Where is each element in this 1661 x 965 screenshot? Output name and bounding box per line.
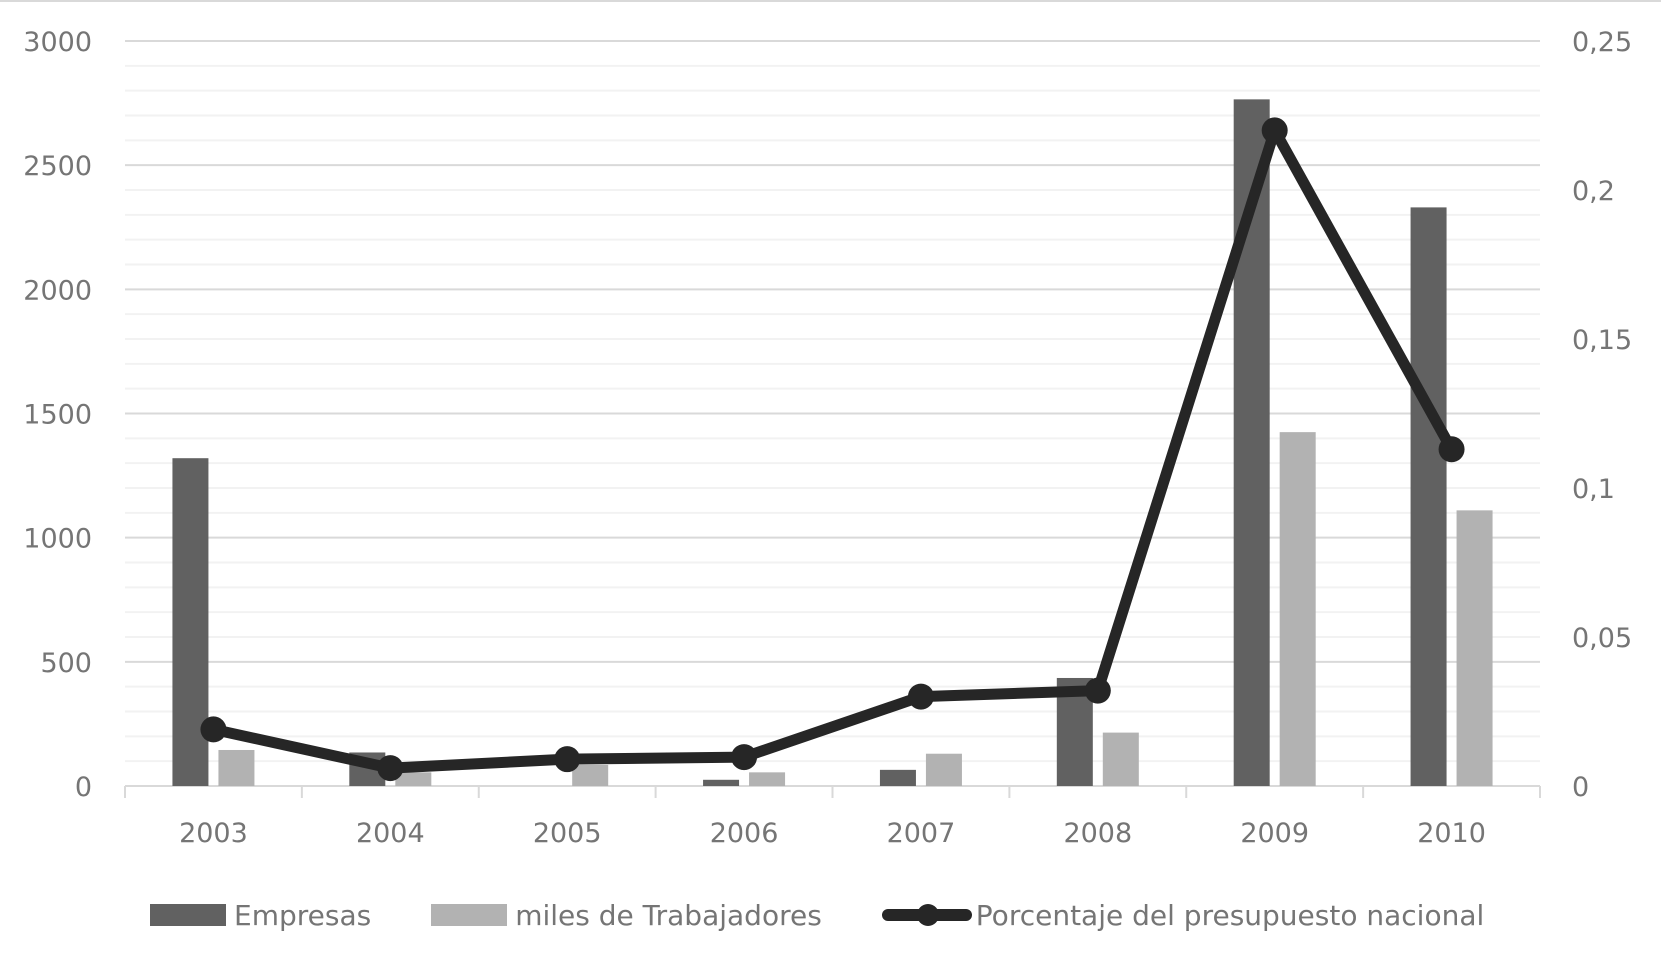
right-axis-tick: 0 — [1572, 772, 1589, 803]
left-axis-tick: 2000 — [23, 275, 92, 306]
line-marker-icon — [1438, 436, 1465, 463]
bar-trabajadores — [572, 764, 609, 786]
right-axis-tick: 0,2 — [1572, 176, 1615, 207]
legend-item-empresas: Empresas — [150, 899, 371, 932]
left-axis-tick: 2500 — [23, 151, 92, 182]
left-axis-tick: 500 — [40, 648, 92, 679]
line-marker-icon — [907, 683, 934, 710]
bar-trabajadores — [218, 749, 255, 786]
x-axis-label: 2006 — [710, 818, 779, 849]
line-marker-icon — [1084, 677, 1111, 704]
legend-label: Empresas — [234, 898, 372, 932]
line-marker-icon — [1261, 117, 1288, 144]
line-marker-icon — [731, 744, 758, 771]
line-marker-icon — [377, 755, 404, 782]
left-axis-tick: 1000 — [23, 524, 92, 555]
x-axis-label: 2010 — [1417, 818, 1486, 849]
legend-item-trabajadores: miles de Trabajadores — [431, 899, 822, 932]
x-axis-label: 2008 — [1063, 818, 1132, 849]
right-axis-tick: 0,1 — [1572, 474, 1615, 505]
x-axis-label: 2003 — [179, 818, 248, 849]
chart-legend: Empresas miles de Trabajadores Porcentaj… — [150, 895, 1544, 935]
line-marker-swatch-icon — [881, 904, 972, 926]
trabajadores-swatch-icon — [431, 904, 508, 926]
x-axis-label: 2004 — [356, 818, 425, 849]
bar-trabajadores — [1102, 732, 1139, 786]
legend-item-porcentaje: Porcentaje del presupuesto nacional — [881, 898, 1485, 932]
line-marker-icon — [554, 746, 581, 773]
bar-trabajadores — [749, 772, 786, 786]
x-axis-label: 2005 — [533, 818, 602, 849]
legend-label: Porcentaje del presupuesto nacional — [975, 898, 1485, 932]
legend-label: miles de Trabajadores — [515, 898, 822, 932]
right-axis-tick: 0,25 — [1572, 27, 1632, 58]
bar-trabajadores — [1456, 510, 1493, 786]
line-marker-icon — [200, 716, 227, 743]
bar-empresas — [879, 769, 916, 786]
bar-trabajadores — [1279, 432, 1316, 786]
left-axis-tick: 3000 — [23, 27, 92, 58]
top-border — [0, 0, 1661, 2]
right-axis-tick: 0,15 — [1572, 325, 1632, 356]
porcentaje-line — [212, 124, 1457, 774]
right-axis-tick: 0,05 — [1572, 623, 1632, 654]
x-axis-label: 2007 — [887, 818, 956, 849]
left-axis-tick: 0 — [75, 772, 92, 803]
bar-empresas — [1410, 207, 1447, 787]
bar-trabajadores — [395, 772, 432, 786]
bar-empresas — [703, 779, 740, 786]
x-axis-label: 2009 — [1240, 818, 1309, 849]
left-axis-tick: 1500 — [23, 400, 92, 431]
empresas-swatch-icon — [150, 904, 226, 926]
bar-trabajadores — [925, 753, 962, 786]
